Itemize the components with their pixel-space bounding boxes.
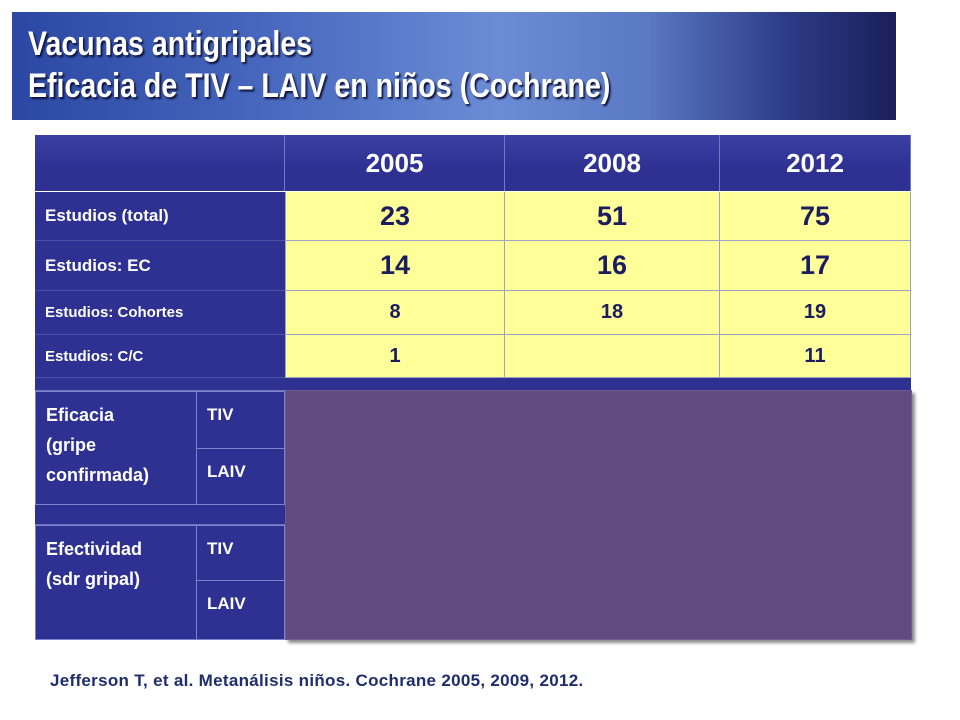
row-label-estudios-total: Estudios (total) [35,192,285,241]
table-cell: 1 [285,335,505,378]
table-cell: 17 [720,241,911,291]
row-label-estudios-cohortes: Estudios: Cohortes [35,291,285,335]
group-label-efectividad: Efectividad (sdr gripal) [35,525,197,640]
group-label-line: Eficacia [46,405,115,425]
group-label-line: confirmada) [46,465,150,485]
group-separator [35,505,285,525]
sublabel-efectividad-tiv: TIV [196,525,285,581]
cover-overlay-box [285,390,912,640]
row-label-estudios-cc: Estudios: C/C [35,335,285,378]
citation: Jefferson T, et al. Metanálisis niños. C… [50,671,584,690]
group-label-eficacia: Eficacia (gripe confirmada) [35,391,197,505]
slide-title: Vacunas antigripales [28,25,313,63]
table-cell: 11 [720,335,911,378]
group-label-line: (sdr gripal) [46,569,141,589]
table-cell: 8 [285,291,505,335]
group-label-line: Efectividad [46,539,143,559]
table-cell: 23 [285,192,505,241]
table-header-corner [35,135,285,191]
sublabel-efectividad-laiv: LAIV [196,580,285,640]
table-cell: 14 [285,241,505,291]
table-cell: 18 [505,291,720,335]
sublabel-eficacia-tiv: TIV [196,391,285,449]
column-header-2008: 2008 [505,135,720,191]
slide-subtitle: Eficacia de TIV – LAIV en niños (Cochran… [28,67,611,105]
table-cell: 16 [505,241,720,291]
table-cell: 19 [720,291,911,335]
column-header-2012: 2012 [720,135,911,191]
table-cell: 51 [505,192,720,241]
group-label-line: (gripe [46,435,97,455]
title-banner: Vacunas antigripales Eficacia de TIV – L… [12,12,896,120]
table-cell [505,335,720,378]
table-cell: 75 [720,192,911,241]
row-label-estudios-ec: Estudios: EC [35,241,285,291]
column-header-2005: 2005 [285,135,505,191]
sublabel-eficacia-laiv: LAIV [196,448,285,505]
